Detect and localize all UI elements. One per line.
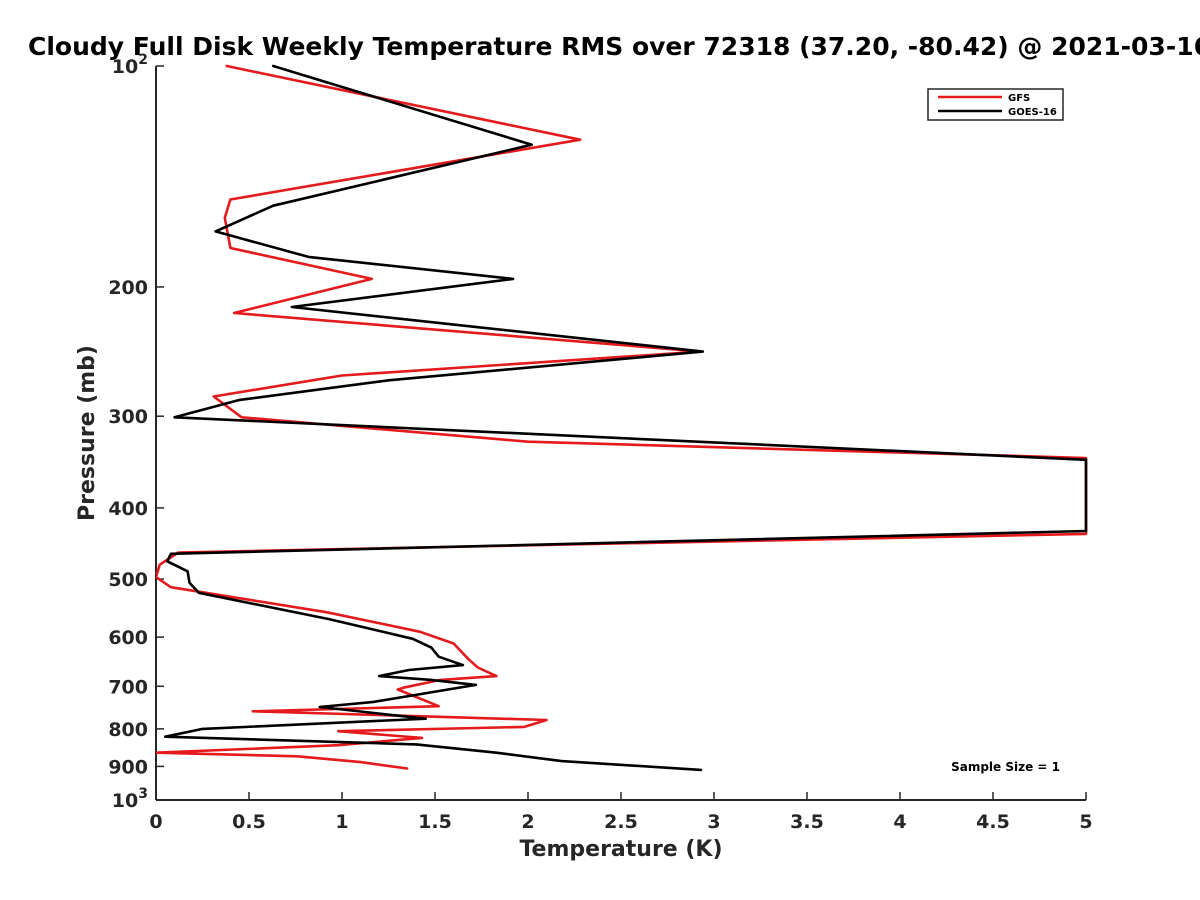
y-tick-label: 200 <box>108 277 148 299</box>
x-tick-label: 3 <box>707 811 720 833</box>
y-tick-label: 700 <box>108 676 148 698</box>
y-tick-base: 900 <box>108 756 148 778</box>
x-tick-label: 0.5 <box>232 811 266 833</box>
sample-size-annotation: Sample Size = 1 <box>951 760 1060 774</box>
y-tick-base: 800 <box>108 719 148 741</box>
legend-label-gfs: GFS <box>1008 93 1030 104</box>
x-tick-label: 1.5 <box>418 811 452 833</box>
plot-area: 0 0.5 1 1.5 2 2.5 3 3.5 4 4.5 5 102200300400500600… <box>108 52 1092 833</box>
series-line-gfs <box>156 64 1088 770</box>
y-tick-label: 800 <box>108 719 148 741</box>
y-tick-label: 400 <box>108 498 148 520</box>
y-tick-label: 300 <box>108 406 148 428</box>
y-tick-base: 700 <box>108 676 148 698</box>
y-tick-base: 500 <box>108 569 148 591</box>
x-tick-label: 1 <box>335 811 348 833</box>
chart-title: Cloudy Full Disk Weekly Temperature RMS … <box>28 32 1200 61</box>
y-tick-base: 400 <box>108 498 148 520</box>
legend-label-goes16: GOES-16 <box>1008 107 1057 118</box>
y-tick-exponent: 2 <box>138 52 148 68</box>
x-tick-label: 2 <box>521 811 534 833</box>
y-tick-label: 600 <box>108 627 148 649</box>
x-axis-ticks: 0 0.5 1 1.5 2 2.5 3 3.5 4 4.5 5 <box>149 792 1093 833</box>
y-tick-label: 103 <box>112 786 148 812</box>
x-tick-label: 4.5 <box>976 811 1010 833</box>
y-tick-base: 10 <box>112 790 138 812</box>
legend: GFS GOES-16 <box>927 88 1064 121</box>
x-tick-label: 4 <box>893 811 906 833</box>
series-lines <box>156 64 1088 772</box>
y-tick-base: 300 <box>108 406 148 428</box>
y-tick-label: 102 <box>112 52 148 78</box>
y-tick-exponent: 3 <box>138 786 148 802</box>
x-tick-label: 3.5 <box>790 811 824 833</box>
y-tick-base: 600 <box>108 627 148 649</box>
y-tick-base: 10 <box>112 56 138 78</box>
x-tick-label: 2.5 <box>604 811 638 833</box>
y-axis-label: Pressure (mb) <box>75 345 100 521</box>
y-tick-label: 900 <box>108 756 148 778</box>
y-tick-label: 500 <box>108 569 148 591</box>
y-tick-base: 200 <box>108 277 148 299</box>
x-axis-label: Temperature (K) <box>519 837 722 862</box>
x-tick-label: 5 <box>1079 811 1092 833</box>
legend-box <box>927 88 1064 121</box>
series-line-goes-16 <box>164 64 1088 772</box>
x-tick-label: 0 <box>149 811 162 833</box>
